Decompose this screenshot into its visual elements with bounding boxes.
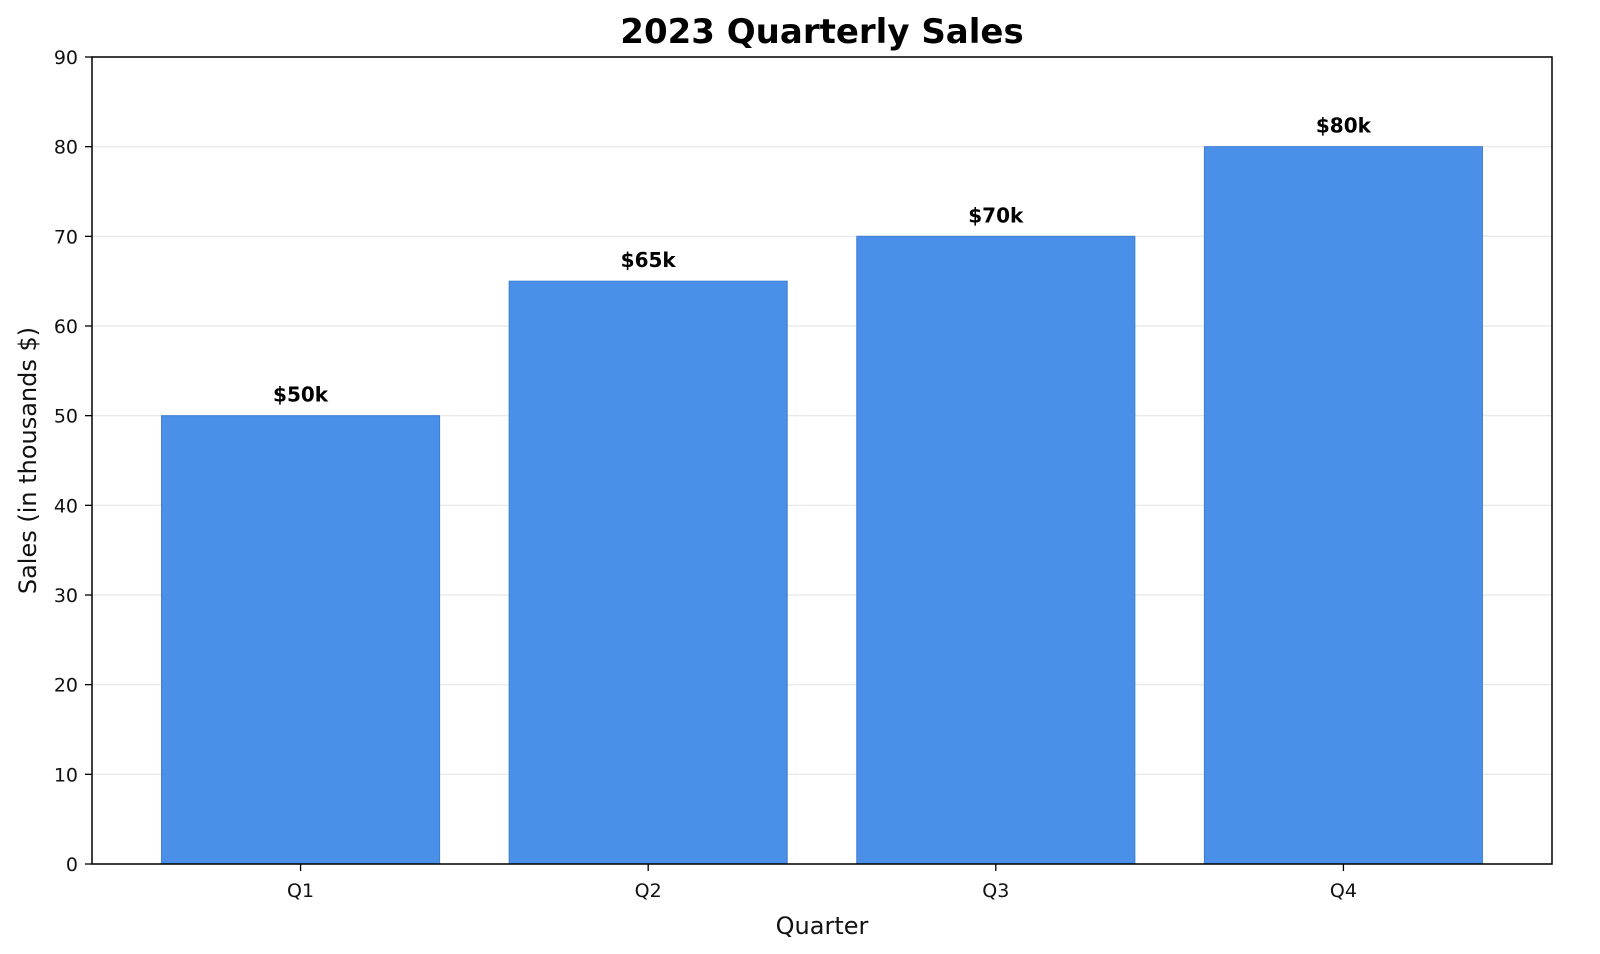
chart-title: 2023 Quarterly Sales (620, 12, 1023, 52)
x-tick-label: Q3 (982, 880, 1009, 902)
x-axis-label: Quarter (776, 912, 869, 940)
plot-frame (91, 56, 1553, 865)
y-tick-label: 30 (54, 585, 78, 607)
x-tick-label: Q2 (635, 880, 662, 902)
bar-value-labels: $50k $65k $70k $80k (273, 114, 1372, 407)
y-tick-label: 80 (54, 137, 78, 159)
bar-q1 (161, 415, 441, 865)
bar-value-label: $80k (1316, 114, 1372, 138)
y-tick-label: 70 (54, 226, 78, 248)
bar-value-label: $65k (621, 248, 677, 272)
y-tick-label: 90 (54, 47, 78, 69)
bar-value-label: $50k (273, 383, 329, 407)
x-tick-label: Q4 (1330, 880, 1357, 902)
x-tick-label: Q1 (287, 880, 314, 902)
y-tick-label: 0 (66, 854, 78, 876)
y-tick-label: 50 (54, 406, 78, 428)
x-axis-ticks: Q1 Q2 Q3 Q4 (287, 864, 1357, 902)
y-tick-label: 10 (54, 764, 78, 786)
bar-value-label: $70k (968, 203, 1024, 227)
bar-q4 (1203, 146, 1483, 865)
y-axis-ticks: 0 10 20 30 40 50 60 70 80 90 (54, 47, 92, 876)
y-tick-label: 60 (54, 316, 78, 338)
bar-q2 (508, 280, 788, 865)
y-tick-label: 20 (54, 675, 78, 697)
bar-q3 (856, 235, 1136, 865)
y-axis-label: Sales (in thousands $) (14, 327, 42, 594)
y-tick-label: 40 (54, 495, 78, 517)
